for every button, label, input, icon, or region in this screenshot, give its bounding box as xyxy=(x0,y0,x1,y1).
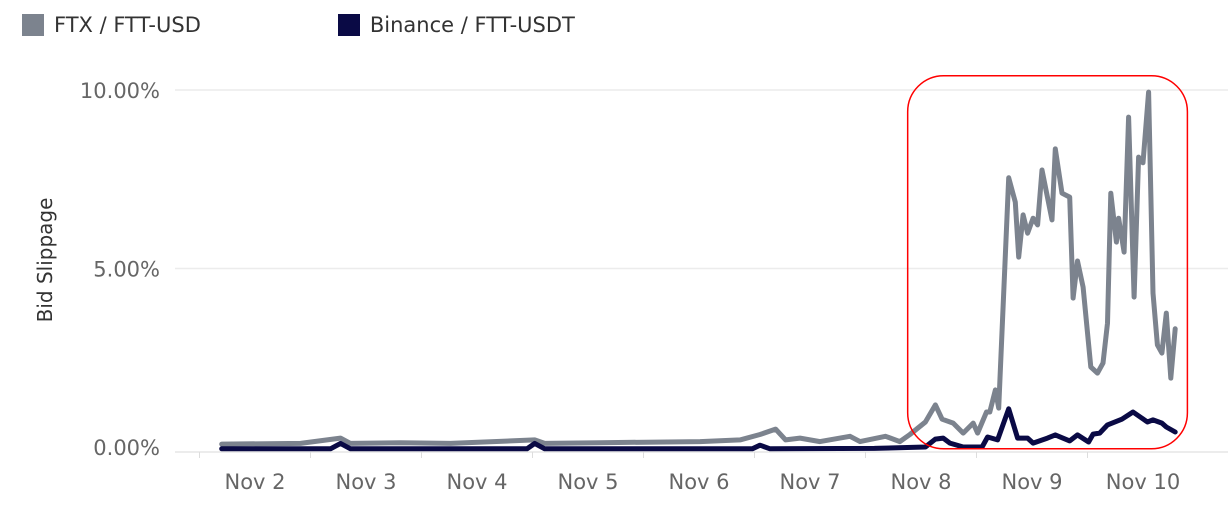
legend-swatch-binance xyxy=(337,14,360,36)
legend-swatch-ftx xyxy=(22,14,44,36)
series-lines xyxy=(219,89,1178,452)
x-tick-label: Nov 4 xyxy=(446,470,507,494)
legend-label-binance: Binance / FTT-USDT xyxy=(369,13,575,37)
y-tick-label: 5.00% xyxy=(93,258,160,282)
x-tick-label: Nov 10 xyxy=(1106,470,1180,494)
legend-item-binance[interactable]: Binance / FTT-USDT xyxy=(337,13,575,37)
x-tick-label: Nov 6 xyxy=(668,470,729,494)
x-tick-label: Nov 5 xyxy=(557,470,618,494)
x-tick-label: Nov 2 xyxy=(224,470,285,494)
x-tick-label: Nov 8 xyxy=(890,470,951,494)
x-axis-ticks: Nov 2 Nov 3 Nov 4 Nov 5 Nov 6 Nov 7 Nov 8 Nov 9… xyxy=(199,452,1180,494)
y-axis-ticks: 0.00% 5.00% 10.00% xyxy=(80,79,160,460)
legend: FTX / FTT-USD Binance / FTT-USDT xyxy=(22,13,575,37)
highlight-box xyxy=(906,74,1189,450)
y-tick-label: 10.00% xyxy=(80,79,160,103)
series-line-ftx xyxy=(219,89,1178,447)
x-tick-label: Nov 3 xyxy=(335,470,396,494)
gridlines xyxy=(175,89,1228,453)
y-tick-label: 0.00% xyxy=(93,436,160,460)
legend-label-ftx: FTX / FTT-USD xyxy=(54,13,201,37)
legend-item-ftx[interactable]: FTX / FTT-USD xyxy=(22,13,201,37)
y-axis-title: Bid Slippage xyxy=(33,198,57,323)
x-tick-label: Nov 9 xyxy=(1001,470,1062,494)
series-line-binance xyxy=(219,406,1178,452)
x-tick-label: Nov 7 xyxy=(779,470,840,494)
